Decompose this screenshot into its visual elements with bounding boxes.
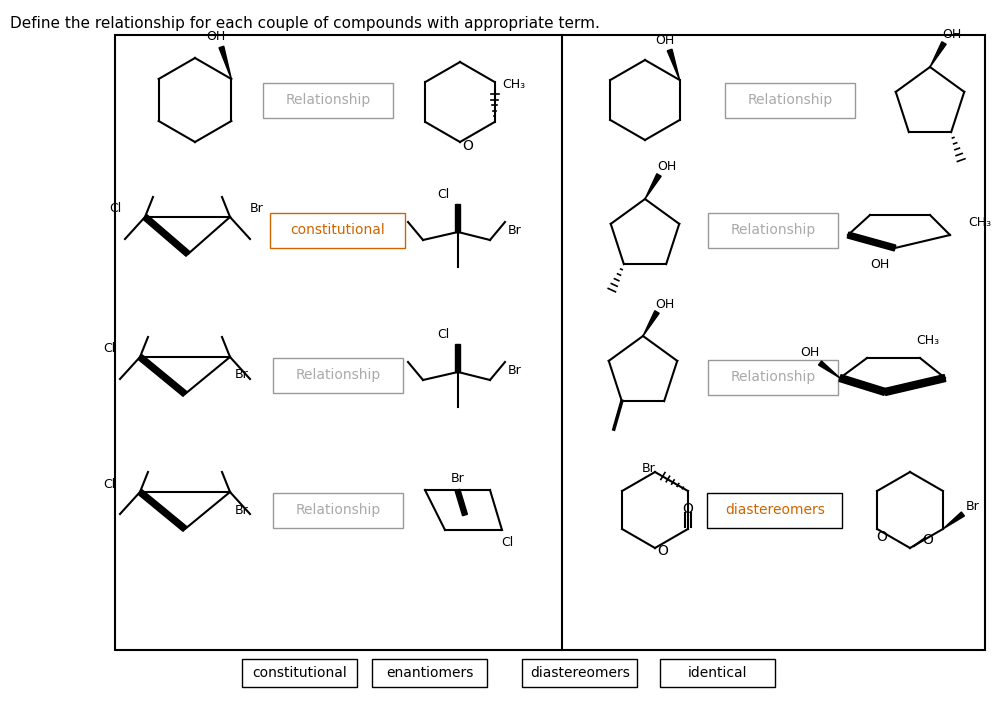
Polygon shape (138, 490, 187, 531)
Text: CH₃: CH₃ (503, 77, 526, 90)
Polygon shape (455, 489, 467, 516)
Bar (273, 358, 403, 392)
Text: Cl: Cl (109, 202, 121, 216)
Text: Define the relationship for each couple of compounds with appropriate term.: Define the relationship for each couple … (10, 16, 600, 31)
Text: constitutional: constitutional (290, 223, 385, 237)
Bar (115, 35, 985, 650)
Polygon shape (219, 47, 232, 79)
Text: O: O (462, 139, 473, 153)
Text: diastereomers: diastereomers (530, 666, 630, 680)
Polygon shape (839, 375, 886, 395)
Text: O: O (658, 544, 669, 558)
Polygon shape (818, 361, 840, 378)
Text: Cl: Cl (501, 536, 513, 549)
Text: diastereomers: diastereomers (726, 503, 825, 517)
Text: enantiomers: enantiomers (386, 666, 474, 680)
Bar (523, 659, 638, 687)
Bar (243, 659, 357, 687)
Polygon shape (930, 42, 946, 67)
Text: OH: OH (656, 298, 675, 310)
Polygon shape (847, 232, 896, 251)
Text: OH: OH (800, 346, 819, 359)
Text: Relationship: Relationship (295, 368, 380, 382)
Text: Relationship: Relationship (748, 93, 832, 107)
Text: Br: Br (966, 500, 980, 513)
Text: OH: OH (942, 29, 962, 42)
Bar (372, 659, 487, 687)
Text: Cl: Cl (438, 188, 450, 201)
Text: OH: OH (207, 31, 226, 44)
Bar (270, 212, 405, 247)
Text: Cl: Cl (104, 343, 116, 356)
Bar (263, 82, 393, 118)
Text: Br: Br (508, 364, 522, 376)
Polygon shape (143, 214, 190, 256)
Text: Relationship: Relationship (731, 223, 815, 237)
Polygon shape (138, 355, 187, 397)
Text: Cl: Cl (104, 478, 116, 490)
Text: Relationship: Relationship (285, 93, 370, 107)
Text: constitutional: constitutional (252, 666, 347, 680)
Polygon shape (668, 49, 680, 80)
Polygon shape (645, 174, 661, 199)
Text: CH₃: CH₃ (968, 217, 991, 229)
Polygon shape (643, 310, 659, 336)
Text: Relationship: Relationship (295, 503, 380, 517)
Polygon shape (943, 512, 964, 529)
Text: OH: OH (870, 257, 889, 270)
Bar (708, 212, 838, 247)
Polygon shape (884, 374, 946, 395)
Text: CH₃: CH₃ (916, 333, 939, 346)
Text: OH: OH (658, 161, 677, 174)
Text: Relationship: Relationship (731, 370, 815, 384)
Text: Br: Br (235, 503, 249, 516)
Polygon shape (455, 204, 460, 232)
Text: O: O (683, 502, 694, 516)
Text: Br: Br (235, 369, 249, 381)
Bar (708, 493, 842, 528)
Text: Br: Br (250, 202, 263, 216)
Bar (708, 359, 838, 394)
Bar (273, 493, 403, 528)
Text: OH: OH (655, 34, 675, 47)
Bar (661, 659, 775, 687)
Text: Br: Br (508, 224, 522, 237)
Text: O: O (876, 530, 887, 544)
Bar (725, 82, 855, 118)
Polygon shape (455, 344, 460, 372)
Text: identical: identical (689, 666, 748, 680)
Text: Br: Br (642, 462, 656, 475)
Text: Br: Br (451, 472, 464, 485)
Text: Cl: Cl (438, 328, 450, 341)
Text: O: O (922, 533, 933, 547)
